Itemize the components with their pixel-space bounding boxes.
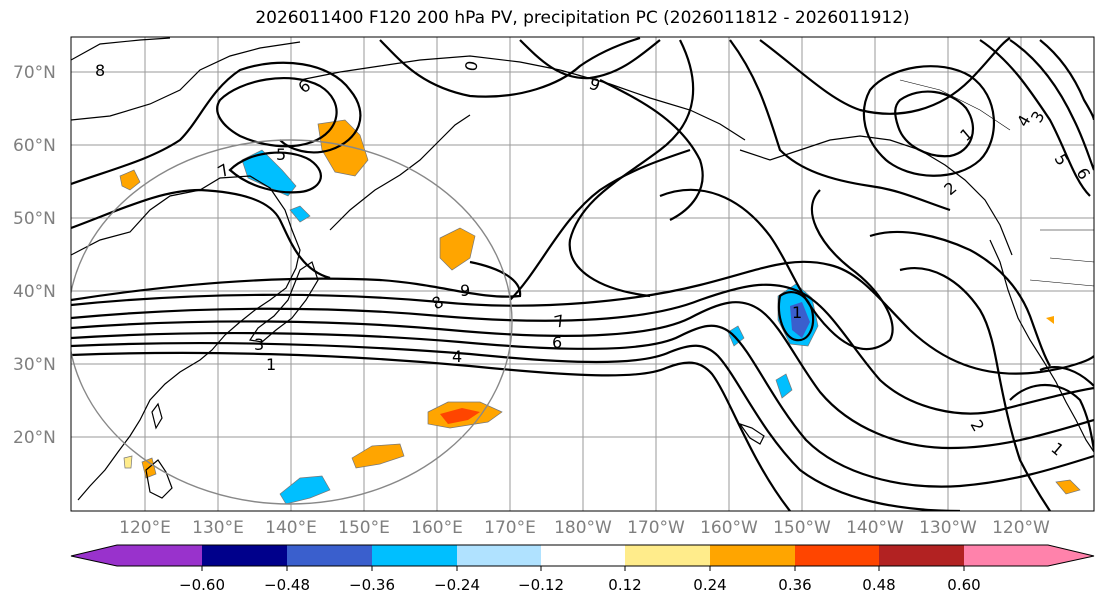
colorbar-tick-label: 0.60 <box>947 576 980 594</box>
colorbar-extend-max <box>1048 545 1094 566</box>
colorbar-swatch <box>287 545 372 566</box>
taiwan-coastline <box>151 402 163 430</box>
lat-label: 50°N <box>13 209 56 229</box>
lat-label: 60°N <box>13 136 56 156</box>
contour-label: 7 <box>552 311 567 332</box>
colorbar-swatch <box>879 545 964 566</box>
colorbar-swatch <box>964 545 1048 566</box>
colorbar-tick-label: 0.24 <box>693 576 726 594</box>
precip-patch <box>119 169 141 191</box>
asia-coastline <box>71 37 301 501</box>
country-borders <box>899 79 1094 287</box>
lon-label: 130°E <box>192 518 244 538</box>
precip-patch <box>123 455 133 469</box>
lon-label: 160°W <box>700 518 758 538</box>
precip-patch <box>1046 316 1054 324</box>
contour-label: 3 <box>254 335 264 354</box>
philippines-coastline <box>145 459 173 499</box>
colorbar-tick-label: 0.36 <box>778 576 811 594</box>
precip-patch <box>289 205 311 223</box>
colorbar: −0.60 −0.48 −0.36 −0.24 −0.12 0.12 0.24 … <box>70 544 1095 594</box>
precip-patch <box>790 302 810 338</box>
lon-label: 120°W <box>992 518 1050 538</box>
contour-label: 5 <box>276 145 286 164</box>
lat-label: 20°N <box>13 428 56 448</box>
colorbar-tick-label: 0.48 <box>862 576 895 594</box>
colorbar-swatch <box>625 545 710 566</box>
colorbar-swatch <box>457 545 541 566</box>
colorbar-tick-label: −0.60 <box>179 576 225 594</box>
map-title: 2026011400 F120 200 hPa PV, precipitatio… <box>255 8 910 28</box>
colorbar-tick-label: −0.12 <box>518 576 564 594</box>
precip-patch <box>440 408 480 424</box>
colorbar-outline <box>70 544 1095 567</box>
colorbar-swatch <box>372 545 457 566</box>
alaska-coastline <box>739 135 1013 256</box>
lon-label: 150°W <box>773 518 831 538</box>
contour-label: 1 <box>792 303 802 322</box>
lon-label: 180°W <box>554 518 612 538</box>
colorbar-swatch <box>202 545 287 566</box>
colorbar-tick-label: −0.36 <box>349 576 395 594</box>
graticule <box>71 37 1094 511</box>
reference-circle <box>71 139 513 505</box>
lon-label: 140°E <box>265 518 317 538</box>
pv-contours <box>71 37 1094 511</box>
hawaii-coastline <box>738 422 765 445</box>
lat-label: 70°N <box>13 63 56 83</box>
lon-label: 150°E <box>338 518 390 538</box>
lon-label: 120°E <box>119 518 171 538</box>
lon-label: 170°E <box>484 518 536 538</box>
map-frame <box>70 36 1095 512</box>
contour-label: 6 <box>552 333 562 352</box>
lon-label: 130°W <box>919 518 977 538</box>
longitude-labels: 120°E 130°E 140°E 150°E 160°E 170°E 180°… <box>119 518 1050 538</box>
coastlines <box>71 37 1094 501</box>
colorbar-extend-min <box>71 545 117 566</box>
lat-label: 40°N <box>13 282 56 302</box>
contour-label: 4 <box>452 347 462 366</box>
north-america-coastline <box>989 239 1094 453</box>
lon-label: 160°E <box>411 518 463 538</box>
kuril-kamchatka-coastline <box>329 114 471 231</box>
colorbar-swatch <box>117 545 202 566</box>
precip-patch <box>439 227 476 271</box>
contour-label: 8 <box>95 61 105 80</box>
colorbar-swatch <box>710 545 795 566</box>
contour-label: 9 <box>460 281 470 300</box>
siberia-coastline <box>299 55 746 141</box>
latitude-labels: 70°N 60°N 50°N 40°N 30°N 20°N <box>13 63 56 448</box>
lat-label: 30°N <box>13 355 56 375</box>
precip-patch <box>351 443 405 469</box>
japan-coastline <box>248 261 319 343</box>
lon-label: 140°W <box>846 518 904 538</box>
colorbar-tick-label: −0.24 <box>434 576 480 594</box>
colorbar-tick-label: −0.48 <box>264 576 310 594</box>
colorbar-swatch <box>541 545 625 566</box>
colorbar-swatch <box>795 545 879 566</box>
precip-patch <box>1055 479 1081 495</box>
lon-label: 170°W <box>627 518 685 538</box>
contour-label: 1 <box>266 355 276 374</box>
colorbar-tick-label: 0.12 <box>608 576 641 594</box>
precip-patch <box>775 373 793 399</box>
contour-label: 0 <box>461 59 481 72</box>
